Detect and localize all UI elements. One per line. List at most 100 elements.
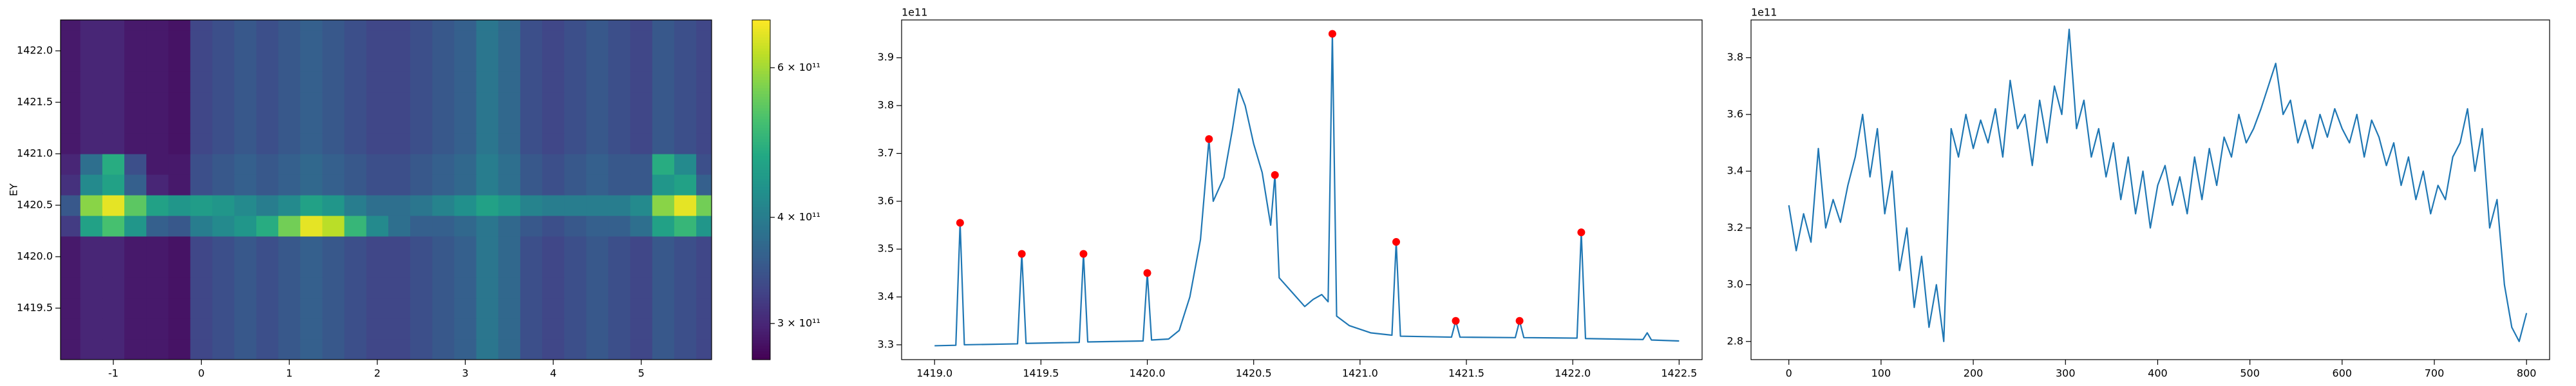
colorbar-step (752, 289, 770, 292)
heatmap-cell (278, 154, 301, 175)
peak-marker (1205, 135, 1213, 143)
heatmap-cell (432, 339, 455, 360)
offset-text: 1e11 (1751, 6, 1777, 19)
heatmap-cell (80, 30, 103, 51)
heatmap-cell (300, 113, 323, 134)
heatmap-cell (278, 30, 301, 51)
heatmap-cell (366, 20, 389, 31)
heatmap-cell (212, 257, 235, 278)
heatmap-cell (586, 92, 609, 113)
colorbar-step (752, 326, 770, 329)
heatmap-cell (190, 92, 213, 113)
colorbar-step (752, 249, 770, 253)
heatmap-cell (476, 154, 499, 175)
heatmap-cell (652, 92, 675, 113)
heatmap-cell (454, 71, 477, 93)
colorbar-step (752, 356, 770, 360)
heatmap-cell (146, 30, 169, 51)
colorbar-step (752, 221, 770, 225)
y-tick-label: 3.6 (878, 194, 894, 207)
heatmap-cell (344, 51, 367, 72)
heatmap-cell (146, 216, 169, 237)
heatmap-cell (278, 133, 301, 154)
heatmap-cell (696, 257, 712, 278)
heatmap-cell (278, 20, 301, 31)
colorbar-step (752, 39, 770, 43)
heatmap-cell (432, 236, 455, 257)
y-tick-label: 1422.0 (17, 44, 53, 57)
heatmap-cell (652, 51, 675, 72)
heatmap-cell (586, 216, 609, 237)
colorbar-step (752, 340, 770, 344)
heatmap-cell (366, 113, 389, 134)
colorbar-step (752, 269, 770, 273)
heatmap-cell (586, 30, 609, 51)
x-tick-label: 3 (462, 367, 468, 380)
heatmap-cell (168, 133, 191, 154)
heatmap-cell (366, 174, 389, 196)
colorbar-step (752, 178, 770, 182)
x-tick-label: 200 (1964, 367, 1984, 380)
heatmap-cell (608, 113, 631, 134)
heatmap-cell (630, 133, 653, 154)
colorbar-step (752, 96, 770, 100)
heatmap-cell (410, 298, 433, 319)
heatmap-cell (388, 236, 411, 257)
heatmap-cell (542, 154, 565, 175)
heatmap-cell (80, 92, 103, 113)
heatmap-cell (696, 133, 712, 154)
heatmap-cell (388, 92, 411, 113)
heatmap-cell (102, 257, 125, 278)
heatmap-cell (190, 236, 213, 257)
colorbar-step (752, 23, 770, 26)
heatmap-cell (212, 216, 235, 237)
heatmap-cell (630, 195, 653, 216)
heatmap-cell (300, 30, 323, 51)
colorbar-step (752, 57, 770, 60)
heatmap-cell (344, 277, 367, 299)
heatmap-cell (454, 216, 477, 237)
heatmap-cell (322, 113, 345, 134)
heatmap-cell (344, 174, 367, 196)
heatmap-cell (212, 298, 235, 319)
heatmap-cell (652, 318, 675, 340)
heatmap-cell (212, 339, 235, 360)
heatmap-cell (102, 277, 125, 299)
heatmap-cell (322, 92, 345, 113)
heatmap-cell (322, 318, 345, 340)
heatmap-cell (61, 154, 81, 175)
colorbar-step (752, 79, 770, 83)
heatmap-cell (542, 236, 565, 257)
heatmap-cell (542, 277, 565, 299)
colorbar-step (752, 130, 770, 134)
heatmap-cell (608, 277, 631, 299)
heatmap-cell (322, 257, 345, 278)
colorbar-step (752, 314, 770, 318)
x-tick-label: 800 (2517, 367, 2537, 380)
colorbar-step (752, 241, 770, 244)
heatmap-cell (124, 318, 147, 340)
y-axis-label: EY (8, 183, 20, 196)
heatmap-cell (146, 20, 169, 31)
heatmap-cell (168, 154, 191, 175)
heatmap-cell (388, 20, 411, 31)
heatmap-cell (520, 71, 543, 93)
heatmap-cell (652, 236, 675, 257)
heatmap-cell (410, 216, 433, 237)
heatmap-cell (322, 216, 345, 237)
heatmap-cell (630, 92, 653, 113)
colorbar-step (752, 280, 770, 284)
y-tick-label: 1420.5 (17, 199, 53, 211)
heatmap-cell (278, 216, 301, 237)
heatmap-cell (102, 30, 125, 51)
x-tick-label: 1420.5 (1236, 367, 1272, 380)
heatmap-cell (278, 298, 301, 319)
y-tick-label: 1421.5 (17, 96, 53, 108)
heatmap-cell (80, 257, 103, 278)
heatmap-cell (652, 277, 675, 299)
heatmap-cell (322, 51, 345, 72)
heatmap-cell (366, 92, 389, 113)
heatmap-cell (608, 216, 631, 237)
colorbar-step (752, 195, 770, 199)
heatmap-cell (102, 92, 125, 113)
